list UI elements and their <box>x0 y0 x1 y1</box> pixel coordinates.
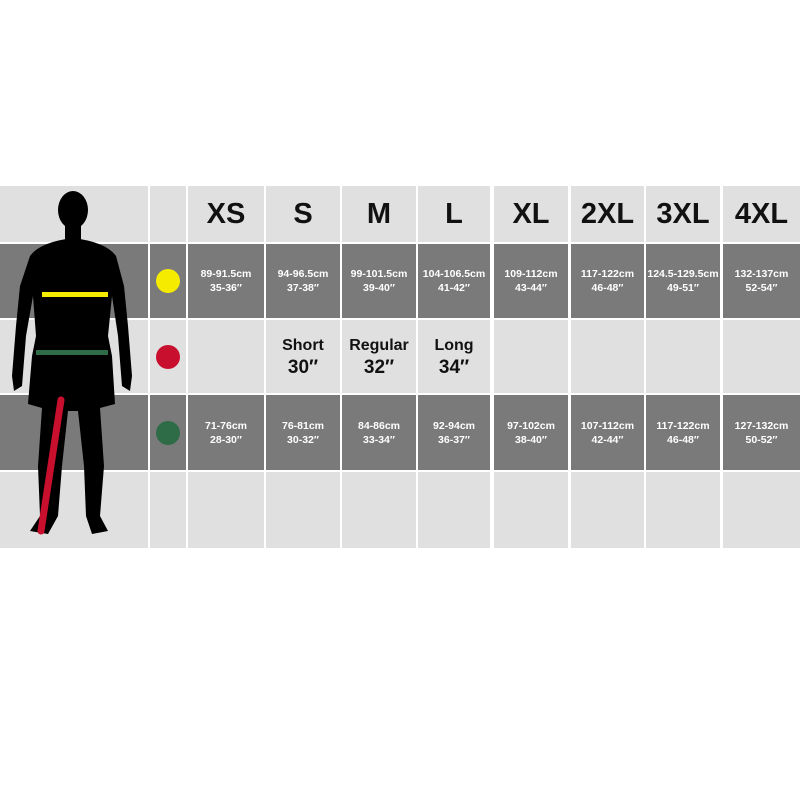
silhouette-icon <box>12 191 132 534</box>
leg-length: Regular 32″ <box>342 320 416 393</box>
inseam-measure-line <box>37 396 65 535</box>
leg-color-dot-icon <box>156 344 180 369</box>
chest-measurement: 94-96.5cm 37-38″ <box>266 244 340 318</box>
table-cell <box>571 472 644 548</box>
waist-measurement: 76-81cm 30-32″ <box>266 395 340 470</box>
table-cell <box>150 320 186 393</box>
leg-name: Short <box>282 336 324 354</box>
waist-measure-line <box>36 350 108 355</box>
leg-name: Long <box>434 336 474 354</box>
table-cell <box>723 472 800 548</box>
chest-cm: 94-96.5cm <box>277 268 329 280</box>
chest-cm: 124.5-129.5cm <box>647 268 719 280</box>
table-cell <box>723 320 800 393</box>
size-header: 2XL <box>571 186 644 242</box>
waist-measurement: 127-132cm 50-52″ <box>723 395 800 470</box>
waist-in: 50-52″ <box>745 433 778 446</box>
waist-in: 38-40″ <box>515 433 547 446</box>
leg-value: 32″ <box>363 356 395 378</box>
size-header: 4XL <box>723 186 800 242</box>
table-cell <box>494 320 568 393</box>
chest-measurement: 99-101.5cm 39-40″ <box>342 244 416 318</box>
table-cell <box>188 472 264 548</box>
leg-length: Long 34″ <box>418 320 490 393</box>
chest-measurement: 109-112cm 43-44″ <box>494 244 568 318</box>
waist-in: 42-44″ <box>591 433 624 446</box>
waist-in: 36-37″ <box>438 433 470 446</box>
size-header: M <box>342 186 416 242</box>
chest-in: 49-51″ <box>667 282 699 294</box>
waist-in: 46-48″ <box>667 433 699 446</box>
table-cell <box>494 472 568 548</box>
waist-cm: 76-81cm <box>281 419 325 432</box>
chest-cm: 89-91.5cm <box>200 268 252 280</box>
size-header: XS <box>188 186 264 242</box>
table-cell <box>150 395 186 470</box>
chest-measurement: 117-122cm 46-48″ <box>571 244 644 318</box>
waist-in: 30-32″ <box>287 433 319 446</box>
chest-color-dot-icon <box>156 269 180 293</box>
table-cell <box>418 472 490 548</box>
leg-length: Short 30″ <box>266 320 340 393</box>
waist-measurement: 117-122cm 46-48″ <box>646 395 720 470</box>
chest-measure-line <box>42 292 108 297</box>
waist-measurement: 107-112cm 42-44″ <box>571 395 644 470</box>
chest-measurement: 104-106.5cm 41-42″ <box>418 244 490 318</box>
table-cell <box>0 472 148 548</box>
chest-cm: 132-137cm <box>734 268 789 280</box>
waist-cm: 84-86cm <box>357 419 401 432</box>
table-cell <box>150 244 186 318</box>
waist-measurement: 71-76cm 28-30″ <box>188 395 264 470</box>
waist-in: 28-30″ <box>210 433 242 446</box>
table-cell <box>571 320 644 393</box>
size-header: S <box>266 186 340 242</box>
leg-value: 34″ <box>438 356 470 378</box>
chest-in: 46-48″ <box>591 282 624 294</box>
table-cell <box>188 320 264 393</box>
waist-cm: 71-76cm <box>204 419 248 432</box>
waist-cm: 107-112cm <box>580 419 635 432</box>
waist-color-dot-icon <box>156 420 180 445</box>
size-header: 3XL <box>646 186 720 242</box>
waist-measurement: 92-94cm 36-37″ <box>418 395 490 470</box>
chest-in: 37-38″ <box>287 282 319 294</box>
waist-measurement: 97-102cm 38-40″ <box>494 395 568 470</box>
chest-measurement: 89-91.5cm 35-36″ <box>188 244 264 318</box>
chest-cm: 104-106.5cm <box>422 268 486 280</box>
chest-cm: 99-101.5cm <box>350 268 408 280</box>
body-silhouette-figure <box>12 191 132 535</box>
leg-name: Regular <box>349 336 409 354</box>
chest-cm: 109-112cm <box>504 268 558 280</box>
table-cell <box>342 472 416 548</box>
table-cell <box>646 472 720 548</box>
waist-cm: 97-102cm <box>507 419 555 432</box>
chest-in: 41-42″ <box>438 282 470 294</box>
chest-cm: 117-122cm <box>580 268 635 280</box>
table-cell <box>266 472 340 548</box>
table-cell <box>150 472 186 548</box>
chest-measurement: 132-137cm 52-54″ <box>723 244 800 318</box>
chest-in: 52-54″ <box>745 282 778 294</box>
waist-in: 33-34″ <box>363 433 395 446</box>
chest-in: 39-40″ <box>363 282 395 294</box>
waist-cm: 127-132cm <box>734 419 789 432</box>
size-header: XL <box>494 186 568 242</box>
waist-cm: 92-94cm <box>432 419 476 432</box>
leg-value: 30″ <box>287 356 319 378</box>
chest-in: 43-44″ <box>515 282 547 294</box>
table-cell <box>646 320 720 393</box>
waist-cm: 117-122cm <box>656 419 710 432</box>
waist-measurement: 84-86cm 33-34″ <box>342 395 416 470</box>
chest-measurement: 124.5-129.5cm 49-51″ <box>646 244 720 318</box>
chest-in: 35-36″ <box>210 282 242 294</box>
size-header: L <box>418 186 490 242</box>
table-cell <box>150 186 186 242</box>
